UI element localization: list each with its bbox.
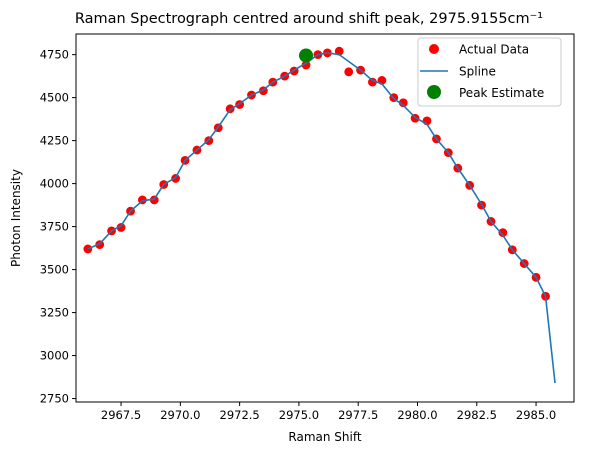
y-axis-ticks: 2750 3000 3250 3500 3750 4000 4250 4500 4750 (40, 48, 76, 406)
plot-frame (75, 33, 575, 403)
legend: Actual Data Spline Peak Estimate (417, 37, 562, 107)
x-tick-label: 2967.5 (101, 408, 141, 422)
legend-marker-peak-estimate (427, 85, 441, 99)
x-tick-label: 2977.5 (338, 408, 378, 422)
spline-line (87, 52, 556, 384)
actual-data-point (149, 195, 159, 205)
y-tick-label: 3250 (40, 306, 69, 320)
legend-label-peak-estimate: Peak Estimate (459, 86, 544, 100)
x-tick-label: 2980.0 (397, 408, 437, 422)
x-tick-label: 2985.0 (516, 408, 556, 422)
actual-data-point (116, 223, 126, 232)
x-tick-label: 2982.5 (457, 408, 497, 422)
actual-data-point (368, 77, 377, 87)
y-tick-label: 3750 (40, 220, 69, 234)
x-axis-label: Raman Shift (288, 430, 361, 444)
actual-data-point (398, 98, 408, 108)
y-tick-label: 3000 (40, 349, 69, 363)
y-axis-label: Photon Intensity (9, 169, 23, 267)
y-tick-label: 4000 (40, 177, 69, 191)
legend-marker-actual-data (429, 44, 439, 54)
actual-data-point (301, 60, 311, 70)
x-axis-ticks: 2967.5 2970.0 2972.5 2975.0 2977.5 2980.0 2982… (101, 402, 556, 422)
actual-data-point (344, 67, 354, 77)
chart-title: Raman Spectrograph centred around shift … (75, 11, 543, 27)
legend-label-actual-data: Actual Data (459, 43, 529, 57)
actual-data-point (83, 244, 93, 254)
actual-data-point (498, 228, 508, 238)
y-tick-label: 3500 (40, 263, 69, 277)
legend-box (417, 37, 562, 107)
y-tick-label: 4500 (40, 91, 69, 105)
y-tick-label: 2750 (40, 392, 69, 406)
y-tick-label: 4250 (40, 134, 69, 148)
y-tick-label: 4750 (40, 48, 69, 62)
actual-data-point (334, 46, 344, 56)
x-tick-label: 2972.5 (220, 408, 260, 422)
series-layer (83, 46, 556, 384)
legend-label-spline: Spline (459, 65, 496, 79)
plot-area (75, 33, 575, 403)
x-tick-label: 2975.0 (279, 408, 319, 422)
peak-estimate-point (299, 48, 314, 63)
x-tick-label: 2970.0 (160, 408, 200, 422)
